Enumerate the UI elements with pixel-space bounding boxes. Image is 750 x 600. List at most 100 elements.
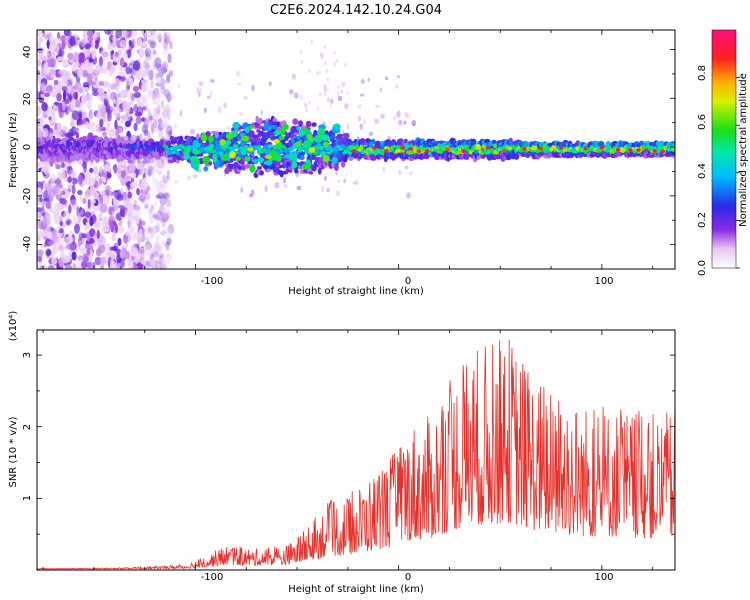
heatmap-cell [55, 73, 61, 78]
heatmap-cell [334, 164, 339, 171]
heatmap-cell [87, 132, 94, 141]
heatmap-cell [127, 49, 132, 59]
heatmap-cell [265, 168, 271, 173]
heatmap-cell [168, 70, 174, 77]
heatmap-cell [83, 87, 90, 92]
heatmap-cell [308, 171, 314, 175]
heatmap-cell [299, 94, 303, 100]
heatmap-cell [139, 219, 142, 229]
heatmap-cell [317, 127, 325, 138]
heatmap-cell [37, 59, 42, 67]
heatmap-cell [150, 40, 157, 45]
heatmap-cell [161, 160, 166, 167]
heatmap-cell [235, 156, 241, 161]
heatmap-cell [145, 30, 153, 38]
heatmap-cell [50, 69, 56, 81]
heatmap-cell [94, 256, 102, 266]
heatmap-cell [160, 230, 166, 236]
heatmap-cell [153, 201, 159, 208]
heatmap-cell [628, 148, 633, 152]
heatmap-cell [152, 96, 157, 105]
heatmap-cell [382, 166, 386, 172]
heatmap-cell [80, 209, 84, 216]
heatmap-cell [115, 107, 121, 118]
heatmap-cell [52, 184, 59, 195]
heatmap-cell [106, 95, 111, 101]
heatmap-cell [60, 35, 66, 42]
heatmap-cell [163, 192, 170, 199]
heatmap-cell [155, 215, 160, 221]
heatmap-cell [127, 220, 131, 229]
heatmap-cell [56, 164, 61, 170]
heatmap-cell [37, 30, 44, 38]
heatmap-cell [337, 179, 341, 184]
heatmap-cell [145, 113, 153, 123]
heatmap-cell [226, 139, 232, 146]
heatmap-cell [160, 157, 165, 165]
heatmap-cell [107, 82, 112, 94]
heatmap-cell [74, 223, 80, 234]
heatmap-cell [122, 196, 130, 202]
heatmap-cell [119, 127, 123, 133]
heatmap-cell [405, 146, 409, 150]
heatmap-cell [298, 120, 304, 128]
heatmap-cell [54, 219, 61, 225]
heatmap-cell [43, 109, 47, 117]
heatmap-cell [160, 77, 165, 83]
heatmap-cell [148, 113, 153, 119]
heatmap-cell [162, 106, 168, 115]
bottom-xtick-label-0: -100 [201, 572, 224, 583]
heatmap-cell [148, 39, 152, 44]
heatmap-cell [162, 61, 169, 72]
heatmap-cell [56, 93, 62, 102]
heatmap-cell [160, 120, 165, 129]
heatmap-cell [164, 208, 172, 218]
heatmap-cell [104, 30, 112, 35]
heatmap-cell [46, 212, 52, 223]
heatmap-cell [143, 58, 148, 65]
heatmap-cell [90, 81, 97, 86]
heatmap-cell [299, 154, 305, 161]
heatmap-cell [143, 129, 149, 136]
heatmap-cell [144, 48, 152, 57]
heatmap-cell [51, 257, 58, 265]
heatmap-cell [89, 167, 94, 173]
heatmap-cell [161, 263, 167, 269]
heatmap-cell [271, 149, 276, 158]
heatmap-cell [166, 94, 172, 100]
heatmap-cell [264, 154, 273, 159]
heatmap-cell [329, 103, 333, 108]
heatmap-cell [62, 101, 66, 112]
heatmap-cell [166, 237, 172, 246]
heatmap-cell [166, 105, 173, 113]
heatmap-cell [57, 174, 64, 180]
heatmap-cell [260, 110, 263, 115]
heatmap-cell [255, 137, 261, 143]
heatmap-cell [158, 204, 165, 216]
heatmap-cell [81, 111, 87, 119]
heatmap-cell [493, 144, 497, 148]
heatmap-cell [151, 62, 157, 72]
heatmap-cell [68, 95, 73, 101]
heatmap-cell [485, 146, 491, 150]
heatmap-cell [380, 114, 385, 119]
heatmap-cell [164, 132, 170, 138]
heatmap-cell [165, 258, 171, 264]
heatmap-cell [268, 114, 271, 119]
heatmap-cell [162, 48, 169, 56]
heatmap-cell [196, 86, 200, 94]
heatmap-cell [75, 131, 79, 139]
heatmap-cell [408, 171, 413, 175]
heatmap-cell [69, 121, 75, 127]
heatmap-cell [43, 33, 51, 40]
heatmap-cell [37, 212, 41, 218]
heatmap-cell [101, 228, 110, 233]
heatmap-cell [81, 233, 89, 239]
top-ytick-label-2: 0 [22, 144, 33, 150]
heatmap-cell [44, 209, 49, 216]
heatmap-cell [161, 79, 167, 85]
heatmap-cell [522, 147, 527, 151]
heatmap-cell [146, 172, 151, 177]
heatmap-cell [94, 40, 99, 49]
heatmap-cell [106, 250, 113, 256]
